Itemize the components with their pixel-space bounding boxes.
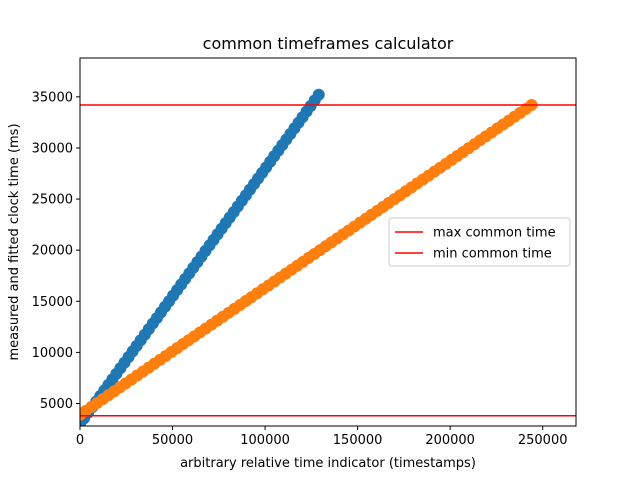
x-tick-label: 250000 [518,433,568,448]
data-point [312,88,325,101]
y-tick-label: 30000 [32,141,73,156]
legend-box [388,217,571,267]
y-tick-label: 35000 [32,90,73,105]
y-tick-label: 25000 [32,193,73,208]
legend-label: max common time [433,226,556,241]
x-tick-label: 200000 [425,433,475,448]
y-tick-label: 15000 [32,295,73,310]
legend: max common time min common time [388,217,571,267]
y-axis-title: measured and fitted clock time (ms) [7,123,22,360]
legend-label: min common time [433,247,552,262]
series-1 [80,99,538,421]
plot-area [80,88,576,426]
x-tick-label: 100000 [240,433,290,448]
axes-frame [79,57,577,427]
y-tick-label: 10000 [32,346,73,361]
y-tick-label: 5000 [40,397,73,412]
x-axis-title: arbitrary relative time indicator (times… [180,456,476,471]
x-tick-label: 0 [76,433,84,448]
x-tick-label: 50000 [152,433,193,448]
y-tick-label: 20000 [32,244,73,259]
x-tick-label: 150000 [333,433,383,448]
chart-title: common timeframes calculator [203,34,454,53]
